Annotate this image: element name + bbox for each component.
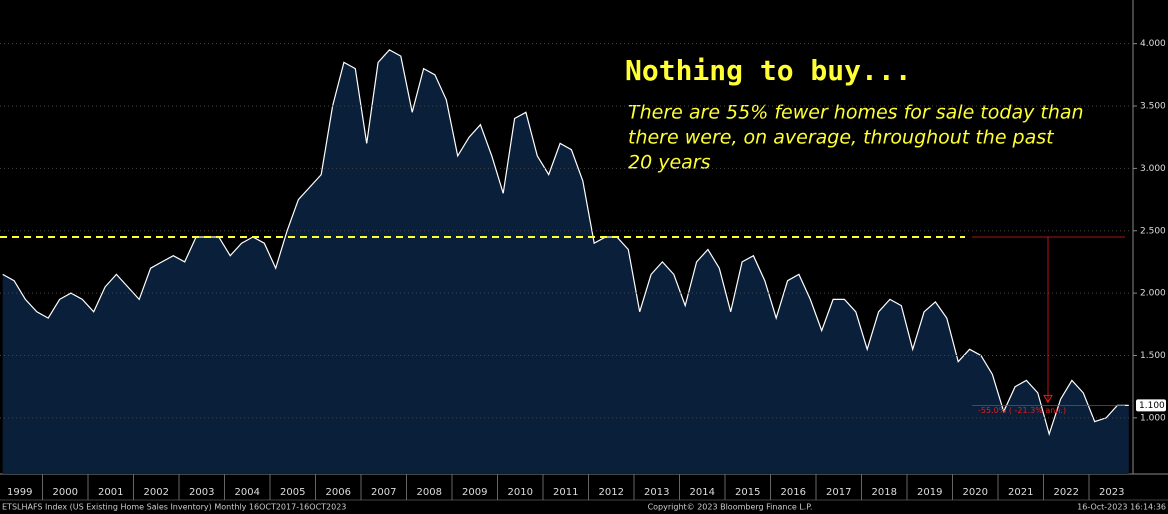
footer-center: Copyright© 2023 Bloomberg Finance L.P. (648, 503, 813, 512)
x-tick-label: 2008 (417, 487, 442, 498)
y-tick-label: 1.500 (1140, 351, 1166, 361)
x-tick-label: 2015 (735, 487, 760, 498)
x-tick-label: 2019 (917, 487, 942, 498)
subtitle: There are 55% fewer homes for sale today… (628, 102, 1084, 124)
x-tick-label: 2014 (690, 487, 715, 498)
arrow-head (1043, 394, 1053, 404)
y-tick-label: 3.500 (1140, 102, 1166, 112)
last-value-label: 1.100 (1139, 401, 1165, 411)
footer-left: ETSLHAFS Index (US Existing Home Sales I… (2, 503, 346, 512)
x-tick-label: 2016 (781, 487, 806, 498)
x-tick-label: 2010 (508, 487, 533, 498)
y-tick-label: 3.000 (1140, 164, 1166, 174)
x-tick-label: 2002 (144, 487, 169, 498)
x-tick-label: 2011 (553, 487, 578, 498)
x-tick-label: 2012 (599, 487, 624, 498)
change-annotation: -55.0% ( -21.3% ann.) (978, 406, 1066, 415)
line (2, 49, 1129, 437)
area (2, 49, 1129, 475)
x-tick-label: 2004 (235, 487, 260, 498)
y-tick-label: 2.500 (1140, 226, 1166, 236)
x-tick-label: 2001 (98, 487, 123, 498)
y-tick-label: 2.000 (1140, 289, 1166, 299)
y-tick-label: 1.000 (1140, 413, 1166, 423)
x-tick-label: 2013 (644, 487, 669, 498)
last-value-box (1136, 399, 1166, 412)
y-tick-label: 4.000 (1140, 39, 1166, 49)
x-tick-label: 2023 (1099, 487, 1124, 498)
chart-title: Nothing to buy... (625, 54, 912, 87)
x-tick-label: 2009 (462, 487, 487, 498)
footer-right: 16-Oct-2023 16:14:36 (1077, 503, 1166, 512)
subtitle: there were, on average, throughout the p… (628, 127, 1055, 149)
x-tick-label: 2000 (53, 487, 78, 498)
x-tick-label: 2020 (963, 487, 988, 498)
x-tick-label: 2003 (189, 487, 214, 498)
subtitle: 20 years (628, 152, 711, 174)
x-tick-label: 2005 (280, 487, 305, 498)
x-tick-label: 2006 (326, 487, 351, 498)
x-tick-label: 2021 (1008, 487, 1033, 498)
x-tick-label: 2017 (826, 487, 851, 498)
x-tick-label: 2022 (1054, 487, 1079, 498)
x-tick-label: 1999 (7, 487, 32, 498)
x-tick-label: 2007 (371, 487, 396, 498)
x-tick-label: 2018 (872, 487, 897, 498)
